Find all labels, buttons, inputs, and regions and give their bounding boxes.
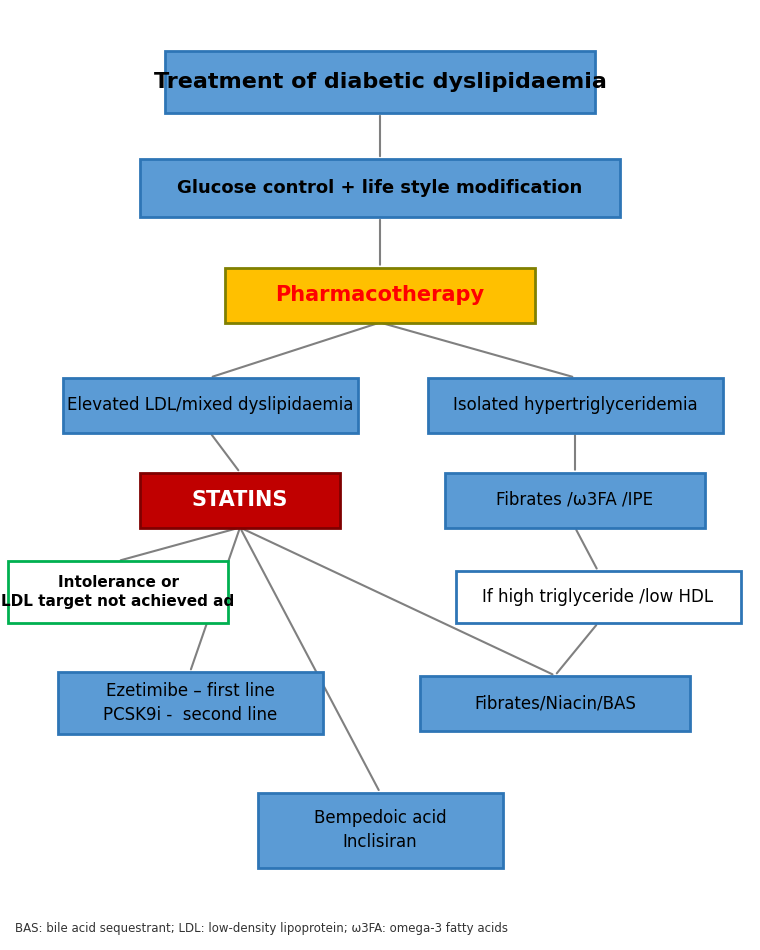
Text: Intolerance or
LDL target not achieved ad: Intolerance or LDL target not achieved a… [2, 575, 235, 609]
FancyBboxPatch shape [62, 377, 357, 432]
Text: Isolated hypertriglyceridemia: Isolated hypertriglyceridemia [453, 396, 698, 414]
FancyBboxPatch shape [225, 268, 535, 322]
Text: Fibrates /ω3FA /IPE: Fibrates /ω3FA /IPE [496, 491, 654, 509]
Text: Elevated LDL/mixed dyslipidaemia: Elevated LDL/mixed dyslipidaemia [67, 396, 353, 414]
Text: Treatment of diabetic dyslipidaemia: Treatment of diabetic dyslipidaemia [154, 72, 606, 92]
Text: Bempedoic acid
Inclisiran: Bempedoic acid Inclisiran [314, 809, 446, 851]
FancyBboxPatch shape [165, 51, 595, 113]
FancyBboxPatch shape [455, 571, 740, 623]
FancyBboxPatch shape [140, 472, 340, 527]
Text: STATINS: STATINS [192, 490, 288, 510]
Text: Ezetimibe – first line
PCSK9i -  second line: Ezetimibe – first line PCSK9i - second l… [103, 682, 277, 724]
FancyBboxPatch shape [258, 792, 502, 867]
Text: BAS: bile acid sequestrant; LDL: low-density lipoprotein; ω3FA: omega-3 fatty ac: BAS: bile acid sequestrant; LDL: low-den… [15, 922, 508, 935]
FancyBboxPatch shape [8, 561, 228, 623]
FancyBboxPatch shape [58, 672, 322, 734]
Text: If high triglyceride /low HDL: If high triglyceride /low HDL [483, 588, 714, 606]
FancyBboxPatch shape [427, 377, 723, 432]
Text: Fibrates/Niacin/BAS: Fibrates/Niacin/BAS [474, 694, 636, 712]
Text: Pharmacotherapy: Pharmacotherapy [275, 285, 485, 305]
Text: Glucose control + life style modification: Glucose control + life style modificatio… [177, 179, 583, 197]
FancyBboxPatch shape [140, 159, 620, 217]
FancyBboxPatch shape [420, 675, 690, 731]
FancyBboxPatch shape [445, 472, 705, 527]
